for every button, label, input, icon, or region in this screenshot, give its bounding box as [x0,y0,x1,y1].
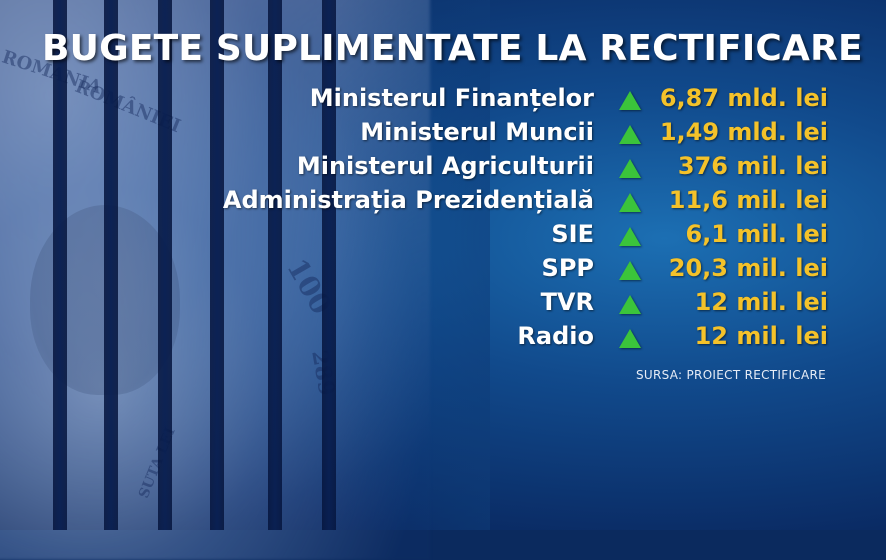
overlay-stripe [268,0,282,530]
list-item: TVR 12 mil. lei [0,288,886,322]
list-item: SPP 20,3 mil. lei [0,254,886,288]
item-label: TVR [540,288,594,316]
item-value: 6,1 mil. lei [685,220,828,248]
page-title: BUGETE SUPLIMENTATE LA RECTIFICARE [42,28,863,69]
item-label: Administrația Prezidențială [222,186,594,214]
item-value: 1,49 mld. lei [659,118,828,146]
item-label: Ministerul Agriculturii [296,152,594,180]
item-value: 12 mil. lei [694,288,828,316]
source-caption: SURSA: PROIECT RECTIFICARE [635,368,826,382]
item-label: SIE [551,220,594,248]
item-value: 11,6 mil. lei [668,186,828,214]
trend-up-icon [619,125,641,144]
background-fade [330,0,490,530]
overlay-stripe [104,0,118,530]
overlay-stripe [210,0,224,530]
list-item: SIE 6,1 mil. lei [0,220,886,254]
overlay-stripe [53,0,67,530]
trend-up-icon [619,261,641,280]
item-value: 6,87 mld. lei [659,84,828,112]
item-label: Ministerul Muncii [360,118,594,146]
item-value: 20,3 mil. lei [668,254,828,282]
trend-up-icon [619,91,641,110]
list-item: Ministerul Agriculturii 376 mil. lei [0,152,886,186]
list-item: Radio 12 mil. lei [0,322,886,356]
list-item: Ministerul Muncii 1,49 mld. lei [0,118,886,152]
trend-up-icon [619,329,641,348]
item-label: SPP [541,254,594,282]
overlay-stripe [158,0,172,530]
trend-up-icon [619,159,641,178]
trend-up-icon [619,227,641,246]
item-value: 376 mil. lei [677,152,828,180]
list-item: Ministerul Finanțelor 6,87 mld. lei [0,84,886,118]
trend-up-icon [619,193,641,212]
item-label: Radio [517,322,594,350]
trend-up-icon [619,295,641,314]
list-item: Administrația Prezidențială 11,6 mil. le… [0,186,886,220]
item-value: 12 mil. lei [694,322,828,350]
item-label: Ministerul Finanțelor [309,84,594,112]
